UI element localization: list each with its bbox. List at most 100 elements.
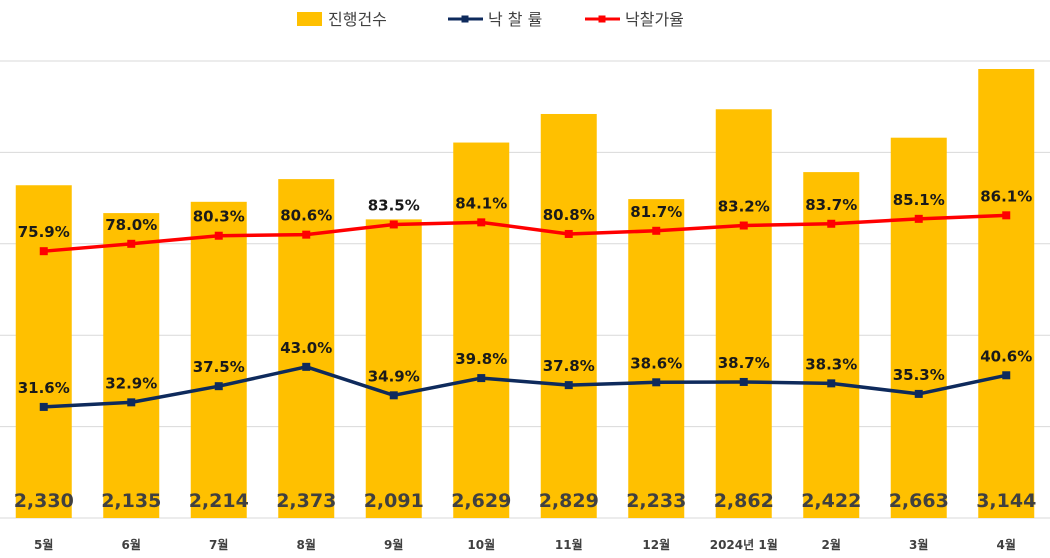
bar bbox=[15, 185, 72, 518]
point-label: 84.1% bbox=[455, 194, 507, 212]
point-label: 31.6% bbox=[18, 379, 70, 397]
point-label: 86.1% bbox=[980, 187, 1032, 205]
point-marker bbox=[827, 379, 836, 388]
bar bbox=[628, 199, 685, 519]
bar bbox=[365, 219, 422, 518]
line-rate bbox=[43, 365, 1007, 409]
point-label: 34.9% bbox=[368, 367, 420, 385]
legend-item-bars[interactable]: 진행건수 bbox=[297, 10, 387, 29]
point-label: 83.7% bbox=[805, 196, 857, 214]
bar bbox=[190, 201, 247, 519]
legend-swatch-bars bbox=[297, 12, 322, 26]
bar bbox=[715, 109, 772, 518]
legend-marker-rate bbox=[461, 15, 469, 23]
point-marker bbox=[39, 402, 48, 411]
bar-label: 2,330 bbox=[14, 490, 74, 512]
point-marker bbox=[389, 220, 398, 229]
point-label: 43.0% bbox=[280, 339, 332, 357]
bar-label: 2,214 bbox=[189, 490, 249, 512]
x-tick-label: 3월 bbox=[909, 537, 928, 552]
point-marker bbox=[652, 378, 661, 387]
point-label: 40.6% bbox=[980, 347, 1032, 365]
point-marker bbox=[564, 229, 573, 238]
legend-label-price-rate: 낙찰가율 bbox=[625, 10, 684, 29]
legend-item-rate[interactable]: 낙 찰 률 bbox=[448, 10, 542, 29]
point-label: 80.6% bbox=[280, 207, 332, 225]
point-marker bbox=[477, 218, 486, 227]
point-label: 37.8% bbox=[543, 357, 595, 375]
legend-label-rate: 낙 찰 률 bbox=[488, 10, 542, 29]
bar-label: 2,829 bbox=[539, 490, 599, 512]
point-label: 83.2% bbox=[718, 198, 770, 216]
legend: 진행건수 낙 찰 률 낙찰가율 bbox=[297, 10, 684, 29]
point-marker bbox=[739, 377, 748, 386]
point-label: 75.9% bbox=[18, 223, 70, 241]
point-label: 38.3% bbox=[805, 355, 857, 373]
point-marker bbox=[739, 221, 748, 230]
point-marker bbox=[914, 214, 923, 223]
x-tick-label: 6월 bbox=[122, 537, 141, 552]
point-marker bbox=[1002, 371, 1011, 380]
point-label: 35.3% bbox=[893, 366, 945, 384]
x-tick-label: 8월 bbox=[297, 537, 316, 552]
gridlines bbox=[0, 60, 1050, 519]
point-marker bbox=[39, 247, 48, 256]
x-tick-label: 11월 bbox=[555, 537, 583, 552]
point-label: 78.0% bbox=[105, 216, 157, 234]
point-marker bbox=[652, 226, 661, 235]
point-marker bbox=[914, 389, 923, 398]
x-tick-label: 2024년 1월 bbox=[710, 537, 778, 552]
bar bbox=[103, 213, 160, 518]
point-label: 81.7% bbox=[630, 203, 682, 221]
x-tick-label: 2월 bbox=[822, 537, 841, 552]
point-label: 83.5% bbox=[368, 196, 420, 214]
x-tick-label: 9월 bbox=[384, 537, 403, 552]
bar-label: 2,135 bbox=[101, 490, 161, 512]
bar-label: 2,422 bbox=[801, 490, 861, 512]
bar bbox=[978, 68, 1035, 518]
point-marker bbox=[127, 239, 136, 248]
x-tick-label: 5월 bbox=[34, 537, 53, 552]
bar-label: 2,862 bbox=[714, 490, 774, 512]
point-label: 80.3% bbox=[193, 208, 245, 226]
bar-label: 3,144 bbox=[976, 490, 1036, 512]
legend-label-bars: 진행건수 bbox=[328, 10, 387, 29]
point-marker bbox=[477, 374, 486, 383]
point-marker bbox=[827, 219, 836, 228]
x-tick-label: 7월 bbox=[209, 537, 228, 552]
bar-label: 2,091 bbox=[364, 490, 424, 512]
point-marker bbox=[302, 230, 311, 239]
point-marker bbox=[214, 231, 223, 240]
x-axis: 5월 6월 7월 8월 9월 10월 11월 12월 2024년 1월 2월 3월 4월 bbox=[34, 537, 1016, 552]
bar-label: 2,233 bbox=[626, 490, 686, 512]
point-label: 32.9% bbox=[105, 374, 157, 392]
point-label: 80.8% bbox=[543, 206, 595, 224]
point-label: 39.8% bbox=[455, 350, 507, 368]
point-label: 38.7% bbox=[718, 354, 770, 372]
point-marker bbox=[1002, 211, 1011, 220]
bar bbox=[453, 142, 510, 518]
legend-item-price-rate[interactable]: 낙찰가율 bbox=[585, 10, 684, 29]
point-marker bbox=[564, 381, 573, 390]
point-label: 85.1% bbox=[893, 191, 945, 209]
x-tick-label: 4월 bbox=[997, 537, 1016, 552]
data-labels: 31.6% 32.9% 37.5% 43.0% 34.9% 39.8% 37.8% 38.6%… bbox=[14, 187, 1037, 512]
point-marker bbox=[127, 398, 136, 407]
bar bbox=[890, 137, 947, 518]
point-label: 37.5% bbox=[193, 358, 245, 376]
bar-series bbox=[15, 68, 1035, 519]
point-marker bbox=[214, 382, 223, 391]
legend-marker-price-rate bbox=[598, 15, 606, 23]
point-marker bbox=[302, 362, 311, 371]
line-series bbox=[39, 211, 1011, 411]
point-marker bbox=[389, 391, 398, 400]
x-tick-label: 12월 bbox=[642, 537, 670, 552]
bar-label: 2,629 bbox=[451, 490, 511, 512]
x-tick-label: 10월 bbox=[467, 537, 495, 552]
bar bbox=[803, 172, 860, 518]
bar-label: 2,663 bbox=[889, 490, 949, 512]
point-label: 38.6% bbox=[630, 354, 682, 372]
line-price-rate bbox=[43, 213, 1007, 253]
bar bbox=[540, 113, 597, 519]
